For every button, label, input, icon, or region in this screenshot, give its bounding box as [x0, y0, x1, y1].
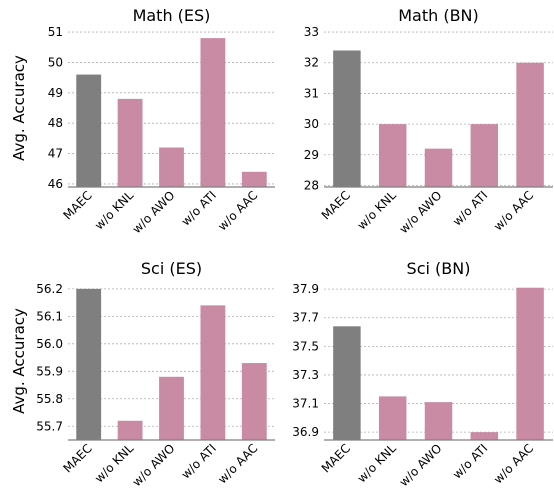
bar-w-o-ati: [200, 38, 226, 187]
x-tick-label: w/o ATI: [179, 188, 219, 228]
y-tick-label: 55.9: [36, 364, 63, 378]
y-tick-label: 50: [48, 55, 63, 69]
y-tick-label: 56.1: [36, 309, 63, 323]
y-tick-label: 30: [304, 117, 319, 131]
bar-maec: [333, 326, 361, 440]
y-tick-label: 37.1: [292, 397, 319, 411]
y-tick-label: 47: [48, 147, 63, 161]
bar-w-o-awo: [424, 148, 453, 187]
bar-w-o-aac: [516, 62, 544, 187]
y-tick-label: 37.7: [292, 311, 319, 325]
x-tick-label: w/o AWO: [397, 441, 445, 489]
y-tick-label: 32: [304, 56, 319, 70]
y-tick-label: 36.9: [292, 425, 319, 439]
panel-title: Sci (BN): [407, 259, 471, 278]
x-tick-label: w/o AAC: [491, 441, 536, 486]
y-axis-label: Avg. Accuracy: [10, 55, 28, 161]
x-tick-label: w/o AAC: [215, 441, 260, 486]
bar-w-o-ati: [470, 432, 499, 440]
y-tick-label: 51: [48, 25, 63, 39]
x-tick-label: w/o AWO: [130, 441, 178, 489]
bar-w-o-awo: [159, 376, 184, 440]
bar-maec: [76, 74, 102, 187]
x-tick-label: w/o AWO: [130, 188, 178, 236]
y-tick-label: 37.3: [292, 368, 319, 382]
bar-maec: [333, 50, 361, 188]
x-tick-label: MAEC: [319, 441, 353, 475]
y-tick-label: 46: [48, 177, 63, 191]
y-tick-label: 56.2: [36, 282, 63, 296]
panel-title: Sci (ES): [141, 259, 202, 278]
y-axis-label: Avg. Accuracy: [10, 308, 28, 414]
y-tick-label: 55.8: [36, 392, 63, 406]
x-tick-label: MAEC: [61, 441, 95, 475]
bar-w-o-awo: [159, 147, 184, 187]
panel-title: Math (ES): [133, 6, 211, 25]
x-tick-label: w/o ATI: [450, 441, 490, 481]
x-tick-label: w/o AAC: [491, 188, 536, 233]
bar-w-o-knl: [378, 124, 407, 187]
x-tick-label: w/o AAC: [215, 188, 260, 233]
x-tick-label: w/o ATI: [450, 188, 490, 228]
y-tick-label: 28: [304, 178, 319, 192]
panel-title: Math (BN): [398, 6, 479, 25]
y-tick-label: 29: [304, 148, 319, 162]
y-tick-label: 31: [304, 86, 319, 100]
y-tick-label: 49: [48, 86, 63, 100]
y-tick-label: 33: [304, 25, 319, 39]
x-tick-label: MAEC: [61, 188, 95, 222]
bar-maec: [76, 288, 102, 440]
bar-w-o-knl: [117, 420, 143, 440]
x-tick-label: w/o KNL: [355, 188, 399, 232]
y-tick-label: 56.0: [36, 337, 63, 351]
bar-w-o-aac: [516, 287, 544, 440]
bar-w-o-aac: [241, 171, 267, 187]
x-tick-label: w/o ATI: [179, 441, 219, 481]
bar-w-o-ati: [470, 124, 499, 187]
y-tick-label: 37.5: [292, 339, 319, 353]
y-tick-label: 55.7: [36, 419, 63, 433]
y-tick-label: 37.9: [292, 282, 319, 296]
bar-w-o-knl: [117, 98, 143, 187]
bar-w-o-awo: [424, 402, 453, 440]
x-tick-label: w/o AWO: [397, 188, 445, 236]
x-tick-label: w/o KNL: [355, 441, 399, 485]
bar-w-o-ati: [200, 305, 226, 440]
x-tick-label: MAEC: [319, 188, 353, 222]
bar-w-o-knl: [378, 396, 407, 440]
y-tick-label: 48: [48, 116, 63, 130]
bar-w-o-aac: [241, 363, 267, 440]
